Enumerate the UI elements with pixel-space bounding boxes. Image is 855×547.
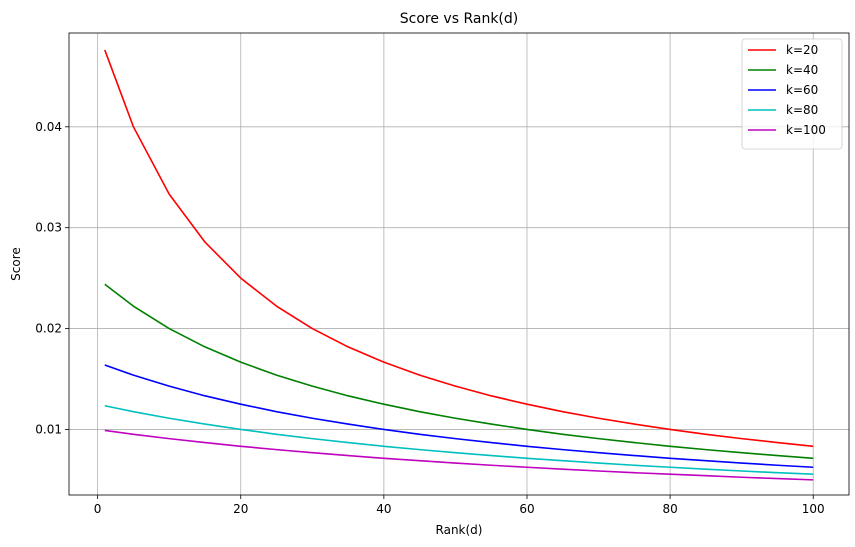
x-tick-label: 100 (802, 502, 825, 516)
series-line-k-100 (104, 429, 814, 481)
legend-label: k=40 (786, 63, 818, 77)
x-tick-label: 0 (94, 502, 102, 516)
y-tick-label: 0.01 (35, 422, 62, 436)
x-tick-label: 20 (233, 502, 248, 516)
y-tick-label: 0.03 (35, 221, 62, 235)
axis-ticks: 0 20 40 60 80 100 0.01 0.02 0.03 0.04 (35, 120, 824, 516)
plot-frame (68, 32, 850, 496)
chart-title: Score vs Rank(d) (400, 11, 518, 27)
series-lines (104, 49, 814, 481)
grid (69, 33, 849, 495)
y-axis-label: Score (9, 247, 23, 281)
y-tick-label: 0.04 (35, 120, 62, 134)
legend-label: k=20 (786, 43, 818, 57)
x-axis-label: Rank(d) (436, 523, 483, 537)
legend-label: k=60 (786, 83, 818, 97)
series-line-k-20 (104, 49, 814, 448)
x-tick-label: 60 (519, 502, 534, 516)
legend-box (741, 38, 843, 150)
legend-label: k=80 (786, 103, 818, 117)
series-line-k-60 (104, 364, 814, 469)
y-tick-label: 0.02 (35, 322, 62, 336)
x-tick-label: 40 (376, 502, 391, 516)
legend: k=20 k=40 k=60 k=80 k=100 (741, 38, 843, 150)
series-line-k-80 (104, 404, 814, 476)
x-tick-label: 80 (662, 502, 677, 516)
series-line-k-40 (104, 283, 814, 460)
legend-label: k=100 (786, 123, 826, 137)
